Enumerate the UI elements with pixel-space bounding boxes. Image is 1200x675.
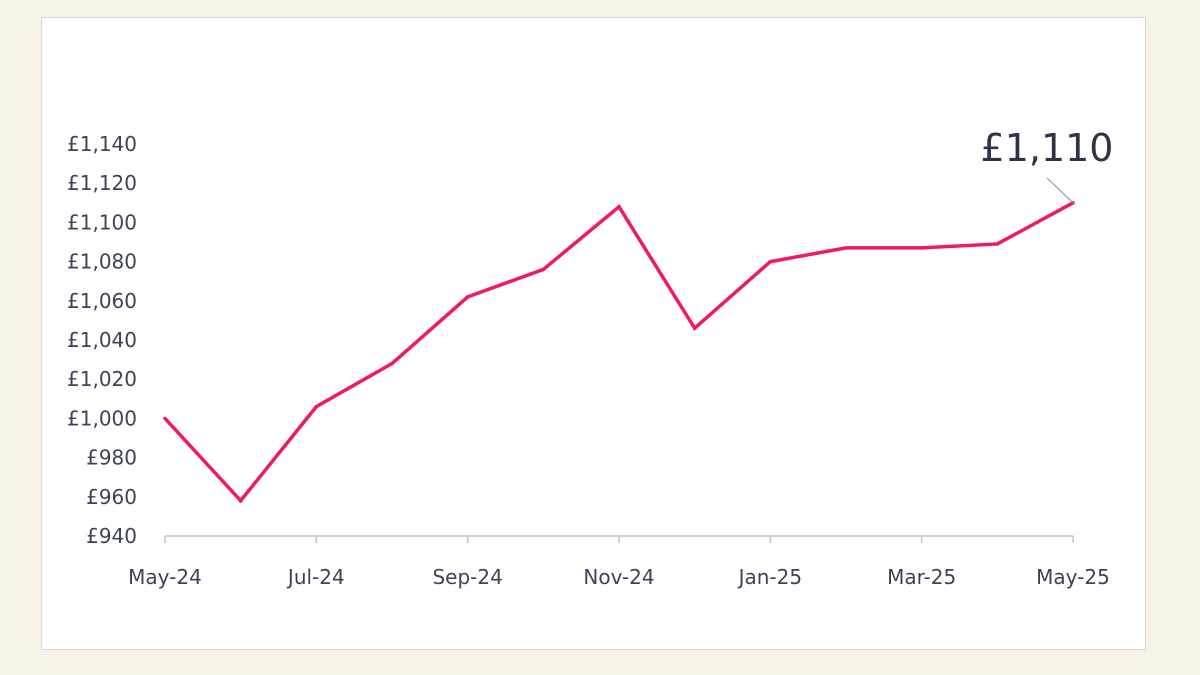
x-tick-label: Nov-24 <box>583 565 654 589</box>
data-point <box>768 259 773 264</box>
data-point <box>390 361 394 366</box>
data-point <box>314 404 319 409</box>
data-point <box>844 246 848 250</box>
chart-panel <box>41 17 1146 650</box>
y-tick-label: £1,060 <box>67 289 137 313</box>
x-tick-label: May-24 <box>128 565 202 589</box>
data-point <box>995 242 1000 246</box>
x-tick-label: Jul-24 <box>286 565 345 589</box>
annotation-label: £1,110 <box>981 126 1114 170</box>
y-tick-label: £1,100 <box>67 210 137 234</box>
y-tick-label: £940 <box>86 524 137 548</box>
data-point <box>465 295 470 299</box>
data-point <box>541 267 546 272</box>
y-tick-label: £960 <box>86 485 137 509</box>
y-tick-label: £1,080 <box>67 250 137 274</box>
y-tick-label: £1,140 <box>67 132 137 156</box>
y-axis-ticks: £940 £960 £980 £1,000 £1,020 £1,040 £1,060 £1,0… <box>67 132 137 548</box>
y-tick-label: £1,020 <box>67 367 137 391</box>
data-point <box>617 204 621 209</box>
x-tick-label: Mar-25 <box>887 565 956 589</box>
y-tick-label: £1,040 <box>67 328 137 352</box>
data-point <box>692 326 697 330</box>
series-layer <box>163 201 1075 504</box>
data-point <box>919 246 924 250</box>
x-tick-label: Jan-25 <box>737 565 803 589</box>
annotation-leader <box>1046 177 1074 204</box>
data-point <box>163 416 167 421</box>
annotation-layer: £1,110 <box>981 126 1114 204</box>
x-axis: May-24 Jul-24 Sep-24 Nov-24 Jan-25 Mar-25 May-… <box>128 535 1110 589</box>
x-tick-label: May-25 <box>1036 565 1110 589</box>
data-point <box>238 498 243 503</box>
series-line <box>163 201 1074 504</box>
y-tick-label: £980 <box>86 446 137 470</box>
y-tick-label: £1,000 <box>67 406 137 430</box>
y-tick-label: £1,120 <box>67 171 137 195</box>
x-tick-label: Sep-24 <box>432 565 502 589</box>
